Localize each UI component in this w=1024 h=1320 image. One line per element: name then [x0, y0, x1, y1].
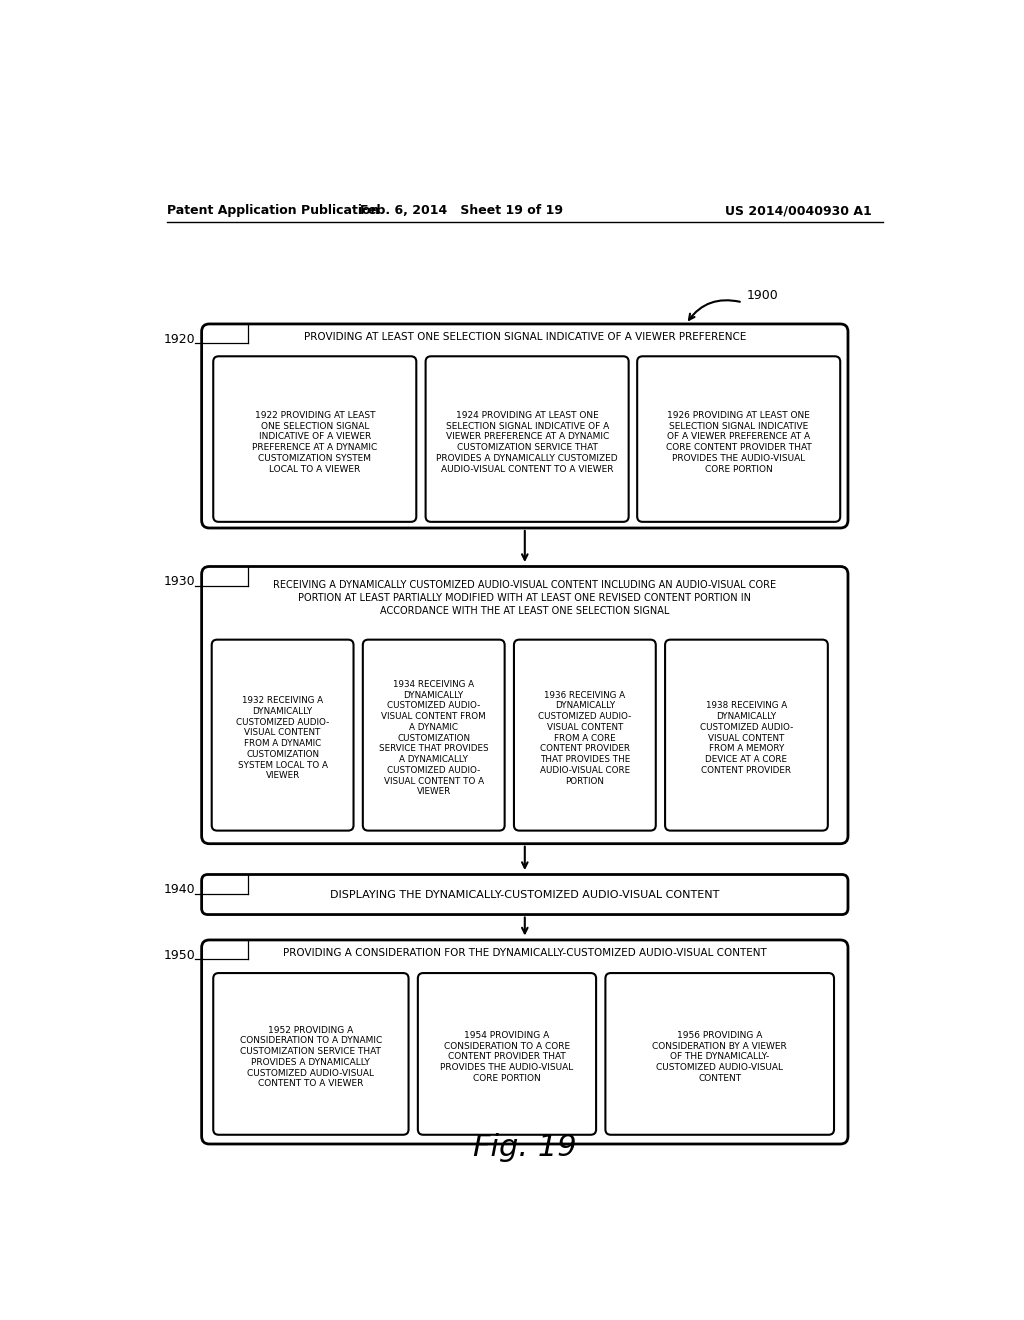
Text: 1926 PROVIDING AT LEAST ONE
SELECTION SIGNAL INDICATIVE
OF A VIEWER PREFERENCE A: 1926 PROVIDING AT LEAST ONE SELECTION SI…	[666, 411, 812, 474]
Text: Feb. 6, 2014   Sheet 19 of 19: Feb. 6, 2014 Sheet 19 of 19	[359, 205, 563, 218]
FancyBboxPatch shape	[202, 875, 848, 915]
FancyBboxPatch shape	[605, 973, 834, 1135]
FancyBboxPatch shape	[362, 640, 505, 830]
FancyBboxPatch shape	[213, 356, 417, 521]
Text: DISPLAYING THE DYNAMICALLY-CUSTOMIZED AUDIO-VISUAL CONTENT: DISPLAYING THE DYNAMICALLY-CUSTOMIZED AU…	[330, 890, 720, 899]
Text: 1930: 1930	[164, 576, 196, 589]
Text: 1956 PROVIDING A
CONSIDERATION BY A VIEWER
OF THE DYNAMICALLY-
CUSTOMIZED AUDIO-: 1956 PROVIDING A CONSIDERATION BY A VIEW…	[652, 1031, 787, 1082]
FancyBboxPatch shape	[665, 640, 827, 830]
Text: 1924 PROVIDING AT LEAST ONE
SELECTION SIGNAL INDICATIVE OF A
VIEWER PREFERENCE A: 1924 PROVIDING AT LEAST ONE SELECTION SI…	[436, 411, 617, 474]
Text: 1952 PROVIDING A
CONSIDERATION TO A DYNAMIC
CUSTOMIZATION SERVICE THAT
PROVIDES : 1952 PROVIDING A CONSIDERATION TO A DYNA…	[240, 1026, 382, 1089]
FancyBboxPatch shape	[202, 940, 848, 1144]
FancyBboxPatch shape	[212, 640, 353, 830]
Text: 1920: 1920	[164, 333, 196, 346]
Text: 1922 PROVIDING AT LEAST
ONE SELECTION SIGNAL
INDICATIVE OF A VIEWER
PREFERENCE A: 1922 PROVIDING AT LEAST ONE SELECTION SI…	[252, 411, 378, 474]
Text: Fig. 19: Fig. 19	[473, 1134, 577, 1163]
FancyBboxPatch shape	[202, 566, 848, 843]
Text: 1936 RECEIVING A
DYNAMICALLY
CUSTOMIZED AUDIO-
VISUAL CONTENT
FROM A CORE
CONTEN: 1936 RECEIVING A DYNAMICALLY CUSTOMIZED …	[539, 690, 632, 785]
Text: US 2014/0040930 A1: US 2014/0040930 A1	[725, 205, 872, 218]
FancyBboxPatch shape	[202, 323, 848, 528]
FancyBboxPatch shape	[426, 356, 629, 521]
FancyBboxPatch shape	[514, 640, 655, 830]
Text: PROVIDING A CONSIDERATION FOR THE DYNAMICALLY-CUSTOMIZED AUDIO-VISUAL CONTENT: PROVIDING A CONSIDERATION FOR THE DYNAMI…	[283, 948, 767, 958]
FancyBboxPatch shape	[213, 973, 409, 1135]
Text: PROVIDING AT LEAST ONE SELECTION SIGNAL INDICATIVE OF A VIEWER PREFERENCE: PROVIDING AT LEAST ONE SELECTION SIGNAL …	[303, 333, 746, 342]
FancyBboxPatch shape	[637, 356, 841, 521]
Text: 1950: 1950	[164, 949, 196, 962]
Text: 1954 PROVIDING A
CONSIDERATION TO A CORE
CONTENT PROVIDER THAT
PROVIDES THE AUDI: 1954 PROVIDING A CONSIDERATION TO A CORE…	[440, 1031, 573, 1082]
Text: 1932 RECEIVING A
DYNAMICALLY
CUSTOMIZED AUDIO-
VISUAL CONTENT
FROM A DYNAMIC
CUS: 1932 RECEIVING A DYNAMICALLY CUSTOMIZED …	[236, 696, 330, 780]
FancyBboxPatch shape	[418, 973, 596, 1135]
Text: 1938 RECEIVING A
DYNAMICALLY
CUSTOMIZED AUDIO-
VISUAL CONTENT
FROM A MEMORY
DEVI: 1938 RECEIVING A DYNAMICALLY CUSTOMIZED …	[699, 701, 793, 775]
Text: RECEIVING A DYNAMICALLY CUSTOMIZED AUDIO-VISUAL CONTENT INCLUDING AN AUDIO-VISUA: RECEIVING A DYNAMICALLY CUSTOMIZED AUDIO…	[273, 579, 776, 616]
Text: 1940: 1940	[164, 883, 196, 896]
Text: Patent Application Publication: Patent Application Publication	[167, 205, 379, 218]
Text: 1900: 1900	[746, 289, 778, 302]
Text: 1934 RECEIVING A
DYNAMICALLY
CUSTOMIZED AUDIO-
VISUAL CONTENT FROM
A DYNAMIC
CUS: 1934 RECEIVING A DYNAMICALLY CUSTOMIZED …	[379, 680, 488, 796]
